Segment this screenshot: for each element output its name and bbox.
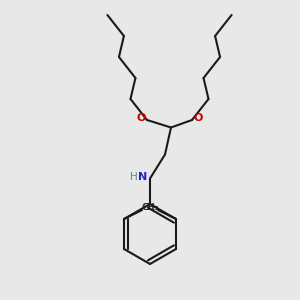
- Text: CH₃: CH₃: [142, 202, 159, 211]
- Text: O: O: [136, 113, 146, 124]
- Text: N: N: [138, 172, 147, 182]
- Text: O: O: [193, 113, 203, 124]
- Text: H: H: [130, 172, 137, 182]
- Text: CH₃: CH₃: [141, 202, 158, 211]
